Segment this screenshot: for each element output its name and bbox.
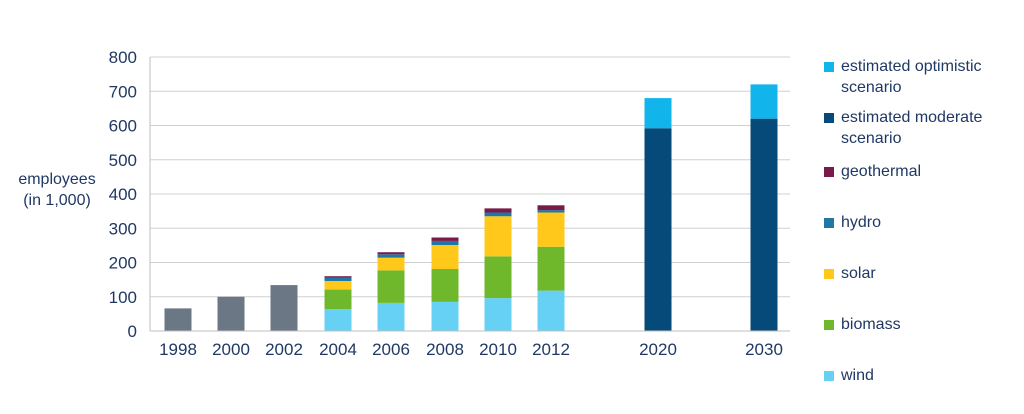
- gridlines: [150, 56, 790, 298]
- bar-hydro-2004: [324, 277, 352, 281]
- bar-wind-2006: [377, 302, 405, 331]
- legend-item-moderate: estimated moderate scenario: [824, 107, 1016, 149]
- legend-item-biomass: biomass: [824, 314, 1016, 335]
- legend-swatch: [824, 167, 834, 177]
- x-tick-label: 2002: [265, 340, 303, 359]
- bar-solar-2010: [484, 216, 512, 257]
- y-tick-label: 700: [109, 82, 137, 101]
- y-tick-label: 400: [109, 185, 137, 204]
- x-tick-label: 2004: [319, 340, 357, 359]
- bar-optimistic-2030: [750, 84, 778, 119]
- legend-label: wind: [841, 367, 874, 384]
- x-tick-label: 2012: [532, 340, 570, 359]
- legend-swatch: [824, 320, 834, 330]
- legend-label: estimated moderate scenario: [841, 109, 983, 147]
- legend-swatch: [824, 113, 834, 123]
- y-tick-label: 200: [109, 254, 137, 273]
- x-tick-label: 2030: [745, 340, 783, 359]
- bar-wind-2010: [484, 298, 512, 331]
- bar-solar-2006: [377, 257, 405, 271]
- bar-biomass-2010: [484, 256, 512, 299]
- legend-swatch: [824, 269, 834, 279]
- bar-wind-2012: [537, 290, 565, 331]
- x-axis-ticks: 1998 2000 2002 2004 2006 2008 2010 2012 2020 2030: [159, 340, 783, 359]
- x-tick-label: 2006: [372, 340, 410, 359]
- bar-hydro-2006: [377, 254, 405, 258]
- bar-optimistic-2020: [644, 98, 672, 129]
- legend-label: solar: [841, 265, 876, 282]
- bar-geothermal-2008: [431, 237, 459, 241]
- legend-item-geothermal: geothermal: [824, 161, 1016, 182]
- bar-hydro-2010: [484, 212, 512, 217]
- bar-wind-2004: [324, 309, 352, 331]
- bar-solar-2004: [324, 280, 352, 290]
- legend-item-hydro: hydro: [824, 212, 1016, 233]
- bar-moderate-2020: [644, 128, 672, 331]
- bar-biomass-2006: [377, 270, 405, 303]
- bar-moderate-2030: [750, 118, 778, 332]
- bar-solar-2012: [537, 212, 565, 247]
- bar-geothermal-2004: [324, 276, 352, 278]
- y-tick-label: 300: [109, 219, 137, 238]
- y-tick-label: 500: [109, 151, 137, 170]
- y-tick-label: 800: [109, 48, 137, 67]
- bar-solar-2008: [431, 245, 459, 270]
- legend-item-optimistic: estimated optimistic scenario: [824, 56, 1016, 98]
- legend-label: hydro: [841, 214, 882, 231]
- legend-item-wind: wind: [824, 365, 1016, 386]
- bar-series: [164, 84, 778, 332]
- y-axis-ticks: 0 100 200 300 400 500 600 700 800: [109, 48, 137, 341]
- x-tick-label: 2008: [426, 340, 464, 359]
- x-tick-label: 1998: [159, 340, 197, 359]
- y-axis-label-line-2: (in 1,000): [23, 192, 91, 209]
- legend-item-solar: solar: [824, 263, 1016, 284]
- bar-geothermal-2012: [537, 205, 565, 211]
- bar-hydro-2012: [537, 210, 565, 213]
- y-axis-label-line-1: employees: [18, 171, 95, 188]
- bar-geothermal-2010: [484, 208, 512, 213]
- bar-biomass-2004: [324, 289, 352, 310]
- bar-historic_total-1998: [164, 308, 192, 331]
- bar-historic_total-2002: [270, 285, 298, 331]
- x-tick-label: 2000: [212, 340, 250, 359]
- legend-label: estimated optimistic scenario: [841, 58, 982, 96]
- bar-geothermal-2006: [377, 252, 405, 255]
- x-tick-label: 2010: [479, 340, 517, 359]
- y-tick-label: 0: [128, 322, 137, 341]
- legend-label: geothermal: [841, 163, 922, 180]
- axes: [149, 57, 790, 332]
- x-tick-label: 2020: [639, 340, 677, 359]
- y-tick-label: 600: [109, 117, 137, 136]
- legend-swatch: [824, 62, 834, 72]
- bar-biomass-2012: [537, 246, 565, 291]
- bar-biomass-2008: [431, 269, 459, 302]
- legend-label: biomass: [841, 316, 901, 333]
- legend-swatch: [824, 218, 834, 228]
- bar-hydro-2008: [431, 240, 459, 246]
- bar-wind-2008: [431, 301, 459, 331]
- y-tick-label: 100: [109, 288, 137, 307]
- bar-historic_total-2000: [217, 296, 245, 331]
- legend-swatch: [824, 371, 834, 381]
